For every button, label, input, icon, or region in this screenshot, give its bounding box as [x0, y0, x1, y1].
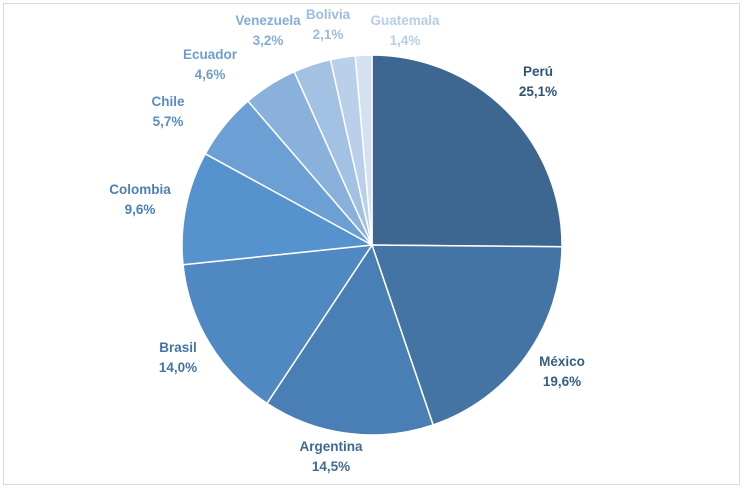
slice-label-perú: Perú — [523, 64, 553, 79]
slice-label-venezuela: Venezuela — [235, 13, 301, 28]
pie-slice-perú — [371, 54, 563, 248]
slice-label-chile: Chile — [151, 94, 184, 109]
slice-value-bolivia: 2,1% — [313, 27, 344, 42]
pie-slice-guatemala — [354, 54, 373, 246]
slice-label-guatemala: Guatemala — [370, 13, 440, 28]
slice-value-argentina: 14,5% — [312, 459, 350, 474]
slice-value-venezuela: 3,2% — [253, 33, 284, 48]
slice-label-argentina: Argentina — [299, 439, 362, 454]
slice-value-méxico: 19,6% — [543, 374, 581, 389]
slice-value-perú: 25,1% — [519, 84, 557, 99]
slice-label-colombia: Colombia — [109, 182, 171, 197]
pie-slice-brasil — [182, 244, 374, 405]
slice-value-colombia: 9,6% — [125, 202, 156, 217]
pie-slice-méxico — [370, 244, 563, 426]
slice-value-chile: 5,7% — [153, 114, 184, 129]
slice-label-méxico: México — [539, 354, 585, 369]
pie-slice-colombia — [181, 152, 375, 266]
slice-value-brasil: 14,0% — [159, 360, 197, 375]
slice-value-guatemala: 1,4% — [390, 33, 421, 48]
slice-label-brasil: Brasil — [159, 340, 197, 355]
pie-slice-argentina — [265, 243, 435, 436]
slice-label-bolivia: Bolivia — [306, 7, 351, 22]
slice-label-ecuador: Ecuador — [183, 47, 238, 62]
slice-value-ecuador: 4,6% — [195, 67, 226, 82]
